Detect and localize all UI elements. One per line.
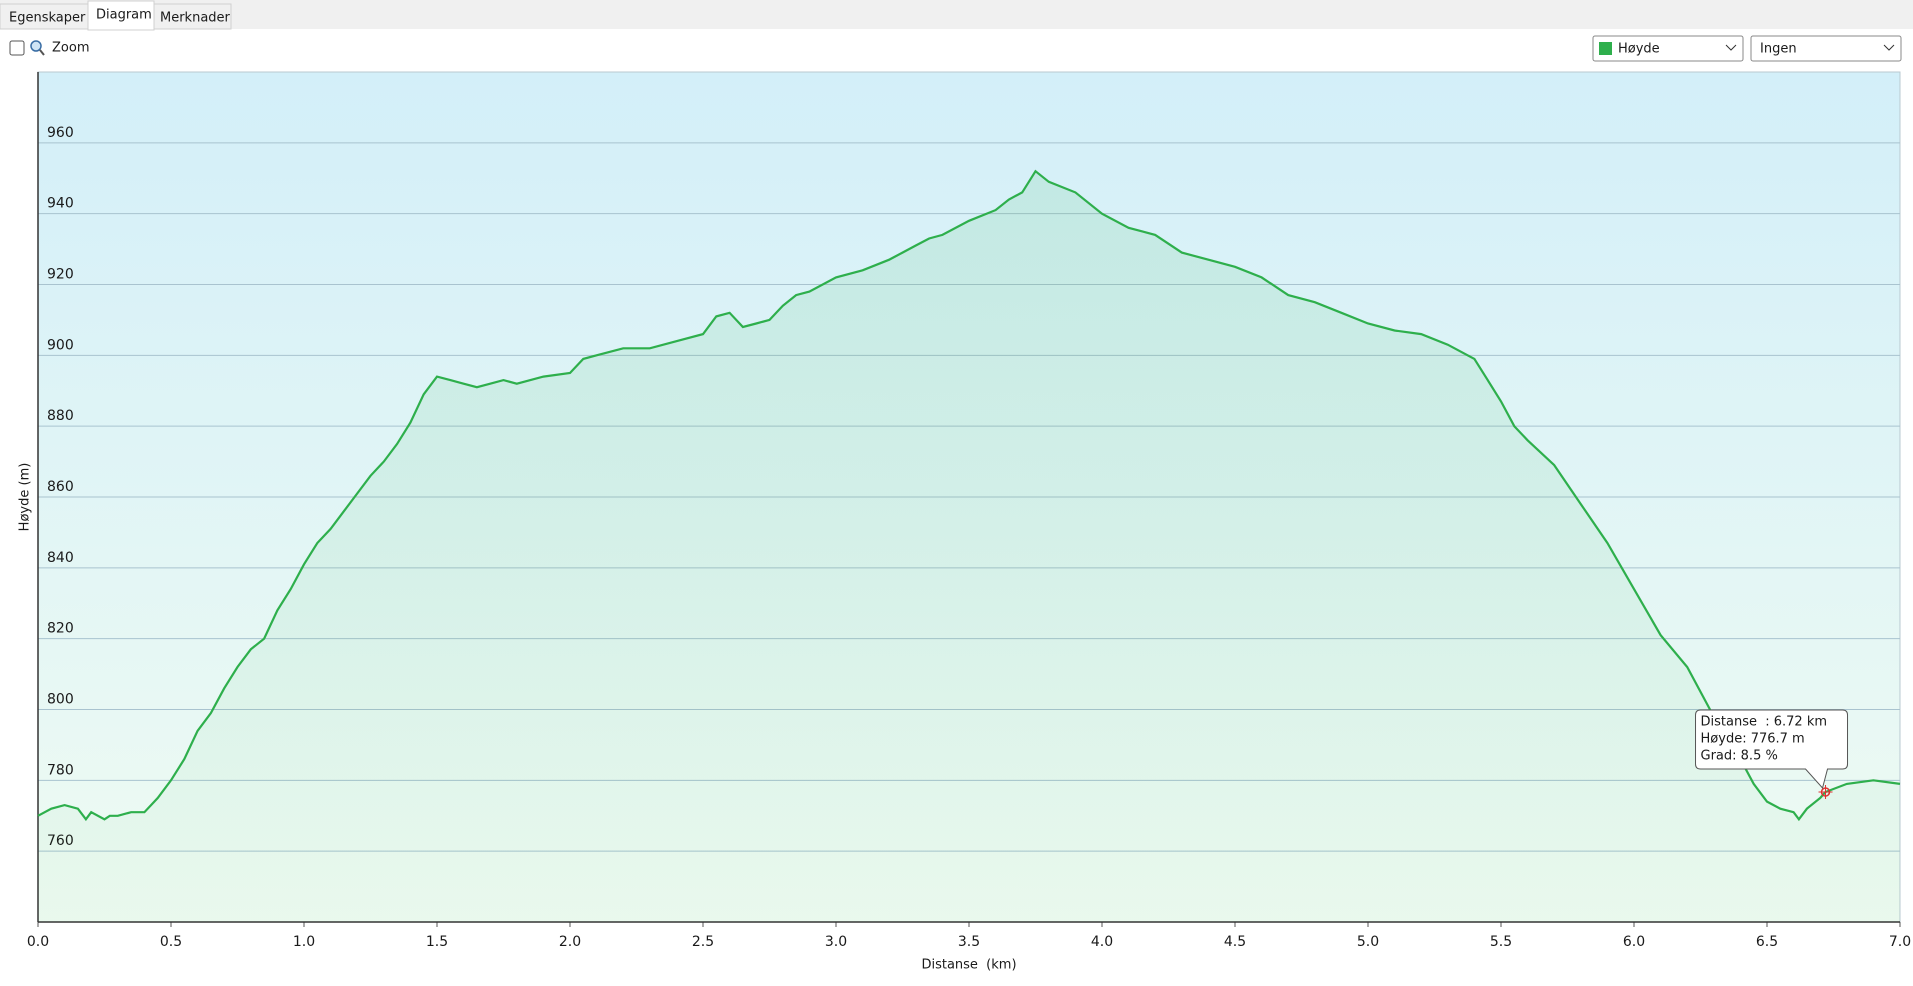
x-tick-label: 1.0 — [293, 934, 315, 950]
tooltip-line: Høyde: 776.7 m — [1701, 732, 1805, 747]
x-tick-label: 0.0 — [27, 934, 49, 950]
checkbox[interactable] — [9, 40, 25, 56]
x-tick-label: 4.0 — [1091, 934, 1113, 950]
zoom-label[interactable]: Zoom — [52, 41, 89, 56]
x-tick-label: 3.5 — [958, 934, 980, 950]
tab-label[interactable]: Egenskaper — [9, 11, 86, 26]
x-tick-label: 0.5 — [160, 934, 182, 950]
dropdown[interactable] — [1592, 35, 1744, 62]
dropdown-label[interactable]: Ingen — [1760, 42, 1797, 57]
area-fill — [38, 171, 1900, 922]
line — [37, 169, 1901, 822]
y-tick-label: 880 — [47, 408, 74, 424]
tooltip-box — [1695, 709, 1849, 790]
y-tick-label: 780 — [47, 762, 74, 778]
x-tick-label: 2.0 — [559, 934, 581, 950]
zoom-icon — [30, 40, 42, 52]
tab[interactable] — [0, 3, 89, 30]
x-tick-label: 2.5 — [692, 934, 714, 950]
tooltip-line: Grad: 8.5 % — [1701, 749, 1778, 764]
y-tick-label: 860 — [47, 479, 74, 495]
x-tick-label: 6.0 — [1623, 934, 1645, 950]
x-tick-label: 5.5 — [1490, 934, 1512, 950]
x-tick-label: 4.5 — [1224, 934, 1246, 950]
tab-bar — [0, 0, 1913, 30]
x-axis-title: Distanse (km) — [921, 958, 1016, 973]
y-tick-label: 820 — [47, 621, 74, 637]
x-tick-label: 5.0 — [1357, 934, 1379, 950]
x-tick-label: 6.5 — [1756, 934, 1778, 950]
tab[interactable] — [153, 3, 232, 30]
x-tick-label: 7.0 — [1889, 934, 1911, 950]
y-tick-label: 960 — [47, 125, 74, 141]
y-tick-label: 800 — [47, 692, 74, 708]
zoom-icon — [39, 49, 45, 56]
y-tick-label: 900 — [47, 337, 74, 353]
tab-active[interactable] — [87, 0, 155, 31]
y-tick-label: 840 — [47, 550, 74, 566]
x-tick-label: 1.5 — [426, 934, 448, 950]
legend-swatch — [1599, 42, 1612, 55]
dropdown-arrow — [1725, 44, 1737, 51]
tab-label[interactable]: Merknader — [160, 11, 231, 26]
cursor-cross — [1818, 785, 1833, 800]
dropdown-arrow — [1883, 44, 1895, 51]
dropdown[interactable] — [1750, 35, 1902, 62]
y-tick-label: 920 — [47, 267, 74, 283]
x-tick-label: 3.0 — [825, 934, 847, 950]
tab-label[interactable]: Diagram — [96, 8, 152, 23]
dropdown-label[interactable]: Høyde — [1618, 42, 1660, 57]
y-axis-title: Høyde (m) — [18, 463, 33, 532]
y-tick-label: 940 — [47, 196, 74, 212]
tooltip-line: Distanse : 6.72 km — [1701, 715, 1828, 730]
